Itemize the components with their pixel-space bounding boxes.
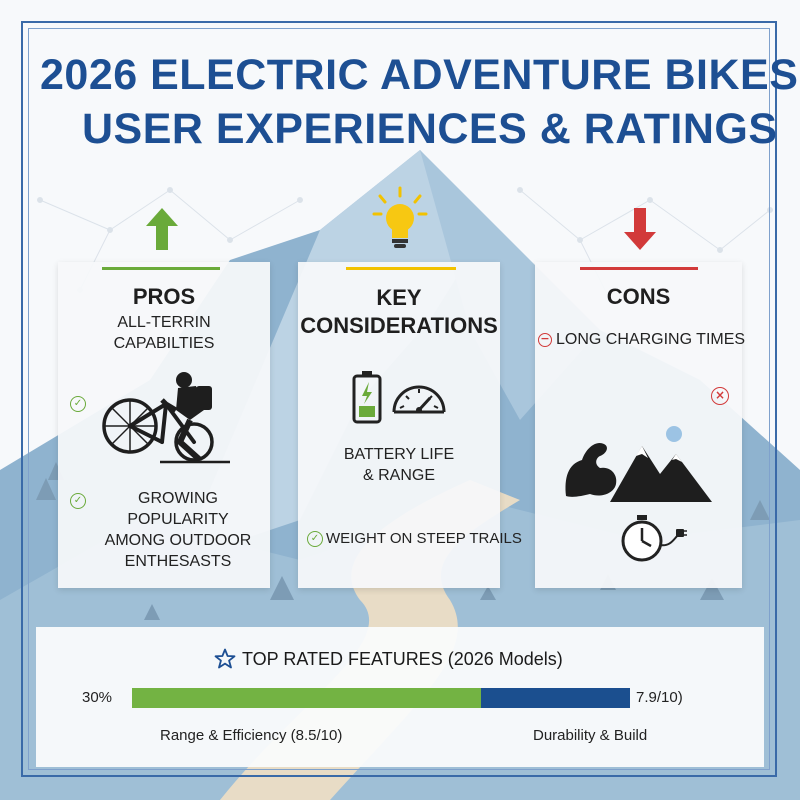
range-efficiency-bar [132,688,481,708]
title-line-2: USER EXPERIENCES & RATINGS [82,105,778,153]
pros-item-popularity: GROWING POPULARITY AMONG OUTDOOR ENTHESA… [104,490,252,570]
durability-bar [481,688,630,708]
considerations-item-battery: BATTERY LIFE & RANGE [343,446,455,484]
mountain-icon [610,426,712,502]
pros-rule [102,267,220,270]
considerations-panel [298,262,500,588]
cyclist-icon [102,372,230,464]
features-right-value: 7.9/10) [636,689,683,706]
cons-heading: CONS [606,284,671,309]
features-left-value: 30% [82,689,113,706]
considerations-heading: KEY CONSIDERATIONS [300,285,498,338]
battery-icon [352,371,382,424]
check-icon: ✓ [70,396,86,412]
page-title: 2026 ELECTRIC ADVENTURE BIKES: USER EXPE… [40,48,800,156]
durability-label: Durability & Build [533,727,648,744]
pros-item-terrain: ALL-TERRIN CAPABILTIES [113,314,215,352]
x-circle-icon: × [711,387,729,405]
features-heading: TOP RATED FEATURES (2026 Models) [242,649,563,669]
inner-frame [28,28,770,770]
pros-heading: PROS [132,284,196,309]
minus-circle-icon: − [538,333,552,347]
stopwatch-icon [621,515,687,562]
considerations-rule [346,267,456,270]
considerations-item-weight: WEIGHT ON STEEP TRAILS [326,530,522,547]
speedometer-icon [392,385,446,414]
range-efficiency-label: Range & Efficiency (8.5/10) [160,727,343,744]
cons-rule [580,267,698,270]
down-arrow-icon [624,208,656,250]
cons-item-charging: LONG CHARGING TIMES [556,331,746,348]
star-icon [214,648,236,669]
check-icon: ✓ [307,531,323,547]
title-line-1: 2026 ELECTRIC ADVENTURE BIKES: [40,51,800,99]
check-icon: ✓ [70,493,86,509]
up-arrow-icon [146,208,178,250]
outer-frame [21,21,777,777]
muscle-icon [565,442,617,497]
lightbulb-icon [372,186,428,248]
